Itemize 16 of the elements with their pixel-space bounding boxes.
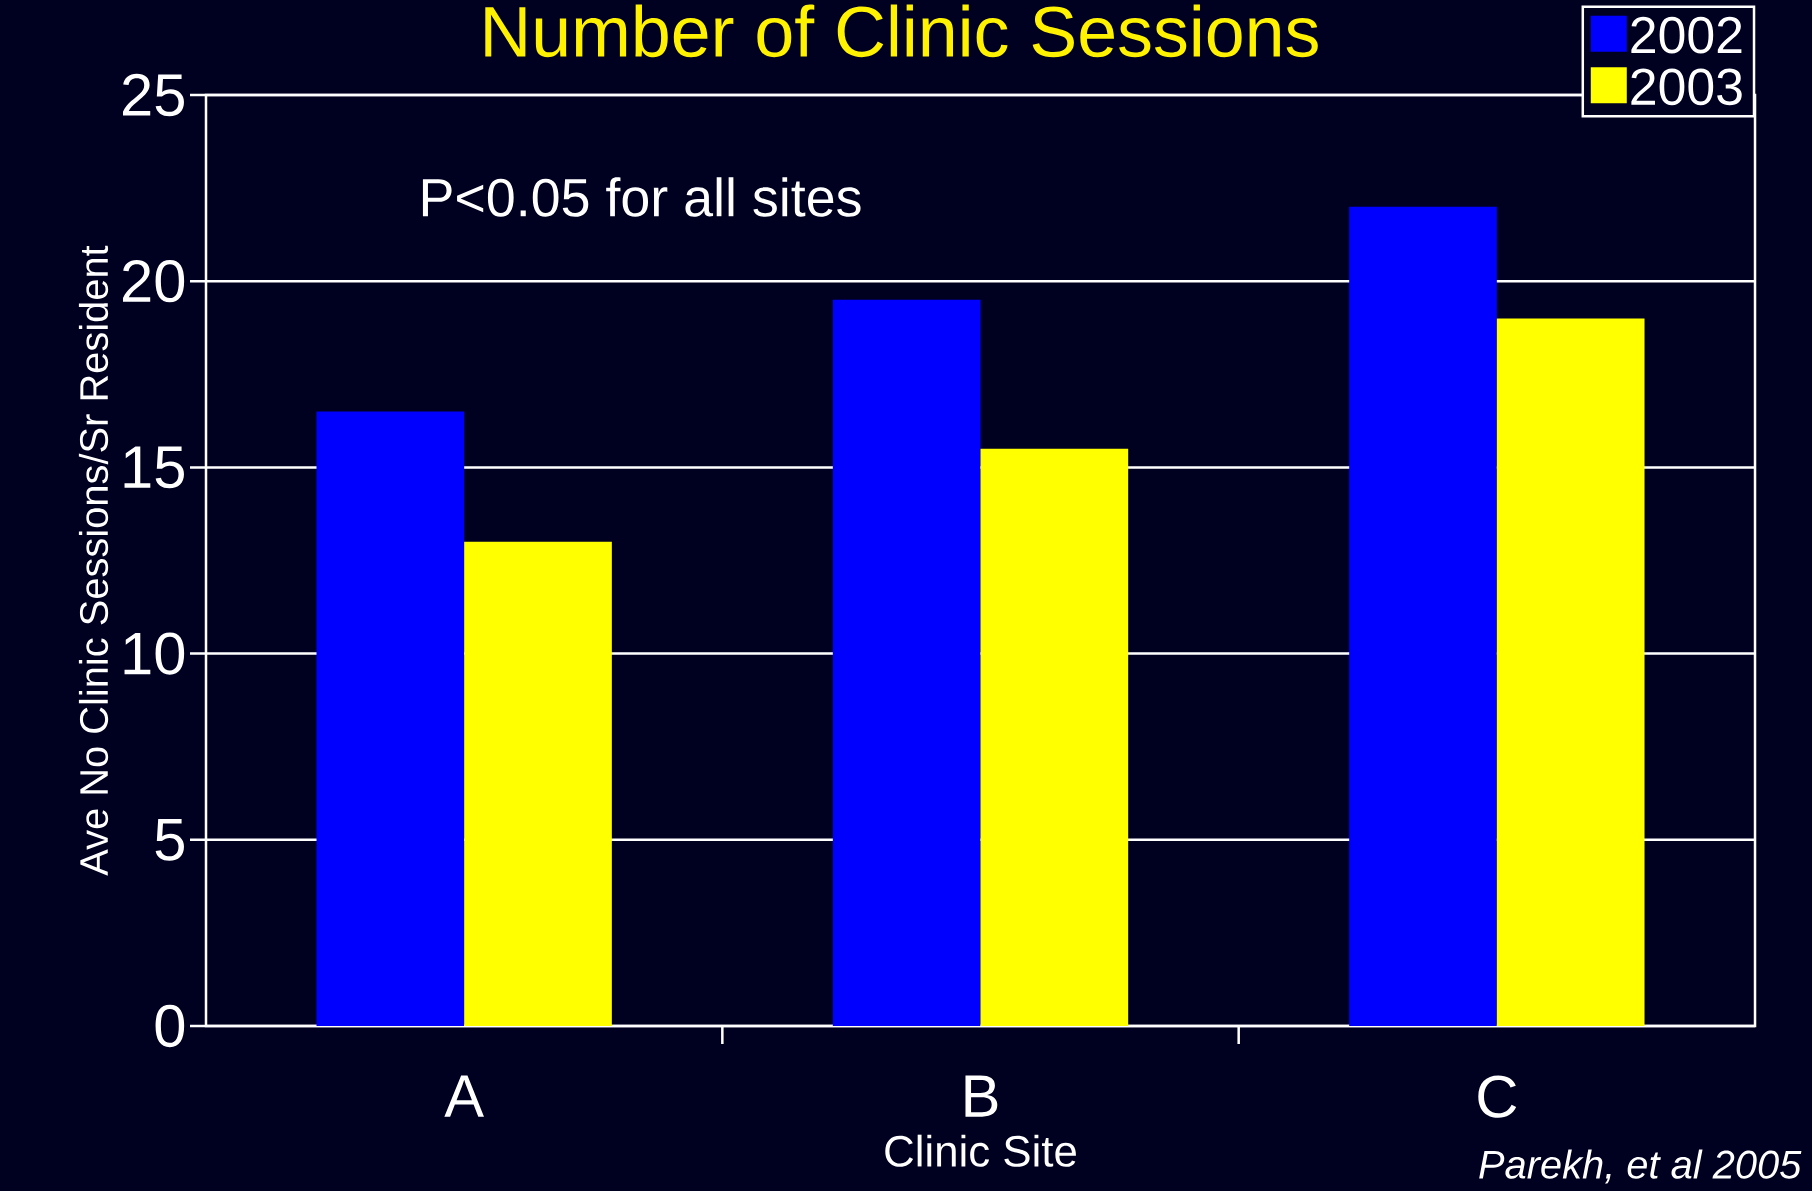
chart-title: Number of Clinic Sessions — [485, 4, 1318, 58]
y-tick-label: 25 — [122, 73, 184, 117]
y-tick-label: 10 — [124, 632, 185, 675]
y-tick-label: 0 — [155, 1004, 185, 1048]
x-axis-title: Clinic Site — [885, 1134, 1076, 1167]
text: Parekh, et al 2005 — [1479, 1149, 1802, 1184]
y-tick-label: 5 — [155, 818, 184, 861]
y-axis-title: Ave No Clinic Sessions/Sr Resident — [78, 245, 109, 876]
x-tick-label: B — [965, 1075, 998, 1117]
x-tick-label: C — [1478, 1075, 1517, 1118]
legend-label: 2003 — [1631, 68, 1742, 106]
legend-label: 2002 — [1631, 16, 1742, 54]
y-tick-label: 15 — [124, 446, 184, 489]
y-tick-label: 20 — [122, 260, 185, 303]
x-tick-label: A — [444, 1075, 484, 1117]
annotation: P<0.05 for all sites — [422, 177, 861, 217]
